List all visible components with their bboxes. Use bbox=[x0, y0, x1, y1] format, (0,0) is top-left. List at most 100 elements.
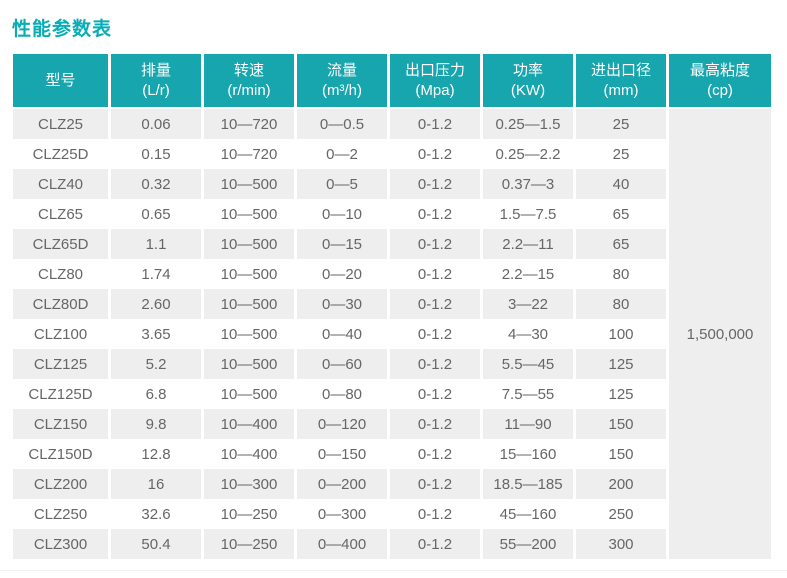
value-cell: 0-1.2 bbox=[390, 439, 480, 469]
value-cell: 3—22 bbox=[483, 289, 573, 319]
table-row: CLZ300 50.4 10—250 0—400 0-1.2 55—200 300 bbox=[13, 529, 771, 559]
col-header-label: 功率 bbox=[512, 62, 543, 79]
value-cell: 5.2 bbox=[111, 349, 201, 379]
value-cell: 0-1.2 bbox=[390, 199, 480, 229]
col-header-power: 功率 (KW) bbox=[483, 54, 573, 109]
model-cell: CLZ40 bbox=[13, 169, 108, 199]
value-cell: 55—200 bbox=[483, 529, 573, 559]
value-cell: 0.65 bbox=[111, 199, 201, 229]
value-cell: 10—250 bbox=[204, 499, 294, 529]
value-cell: 50.4 bbox=[111, 529, 201, 559]
value-cell: 0—300 bbox=[297, 499, 387, 529]
col-header-flow: 流量 (m³/h) bbox=[297, 54, 387, 109]
value-cell: 10—720 bbox=[204, 139, 294, 169]
model-cell: CLZ80 bbox=[13, 259, 108, 289]
table-row: CLZ100 3.65 10—500 0—40 0-1.2 4—30 100 bbox=[13, 319, 771, 349]
table-row: CLZ200 16 10—300 0—200 0-1.2 18.5—185 200 bbox=[13, 469, 771, 499]
col-header-unit: (m³/h) bbox=[322, 81, 362, 99]
value-cell: 0-1.2 bbox=[390, 499, 480, 529]
value-cell: 7.5—55 bbox=[483, 379, 573, 409]
col-header-label: 转速 bbox=[233, 62, 264, 79]
model-cell: CLZ80D bbox=[13, 289, 108, 319]
value-cell: 0-1.2 bbox=[390, 379, 480, 409]
value-cell: 100 bbox=[576, 319, 666, 349]
table-body: CLZ25 0.06 10—720 0—0.5 0-1.2 0.25—1.5 25 1,500… bbox=[13, 109, 771, 559]
value-cell: 10—300 bbox=[204, 469, 294, 499]
value-cell: 10—720 bbox=[204, 109, 294, 139]
table-row: CLZ250 32.6 10—250 0—300 0-1.2 45—160 250 bbox=[13, 499, 771, 529]
value-cell: 2.60 bbox=[111, 289, 201, 319]
value-cell: 10—500 bbox=[204, 199, 294, 229]
value-cell: 125 bbox=[576, 349, 666, 379]
page-title: 性能参数表 bbox=[12, 19, 113, 40]
table-row: CLZ125 5.2 10—500 0—60 0-1.2 5.5—45 125 bbox=[13, 349, 771, 379]
value-cell: 15—160 bbox=[483, 439, 573, 469]
col-header-label: 出口压力 bbox=[404, 62, 465, 79]
value-cell: 3.65 bbox=[111, 319, 201, 349]
col-header-model: 型号 bbox=[13, 54, 108, 109]
col-header-label: 型号 bbox=[45, 71, 76, 89]
max-viscosity-merged-cell: 1,500,000 bbox=[669, 109, 771, 559]
value-cell: 9.8 bbox=[111, 409, 201, 439]
value-cell: 0-1.2 bbox=[390, 259, 480, 289]
value-cell: 0-1.2 bbox=[390, 139, 480, 169]
value-cell: 300 bbox=[576, 529, 666, 559]
col-header-outlet-pressure: 出口压力 (Mpa) bbox=[390, 54, 480, 109]
value-cell: 0—40 bbox=[297, 319, 387, 349]
value-cell: 0-1.2 bbox=[390, 529, 480, 559]
value-cell: 0.37—3 bbox=[483, 169, 573, 199]
value-cell: 0-1.2 bbox=[390, 409, 480, 439]
table-row: CLZ125D 6.8 10—500 0—80 0-1.2 7.5—55 125 bbox=[13, 379, 771, 409]
value-cell: 45—160 bbox=[483, 499, 573, 529]
value-cell: 125 bbox=[576, 379, 666, 409]
table-row: CLZ150D 12.8 10—400 0—150 0-1.2 15—160 150 bbox=[13, 439, 771, 469]
value-cell: 200 bbox=[576, 469, 666, 499]
value-cell: 0—60 bbox=[297, 349, 387, 379]
col-header-port-diameter: 进出口径 (mm) bbox=[576, 54, 666, 109]
model-cell: CLZ65D bbox=[13, 229, 108, 259]
value-cell: 0—200 bbox=[297, 469, 387, 499]
value-cell: 0-1.2 bbox=[390, 109, 480, 139]
model-cell: CLZ100 bbox=[13, 319, 108, 349]
value-cell: 0—20 bbox=[297, 259, 387, 289]
value-cell: 11—90 bbox=[483, 409, 573, 439]
value-cell: 4—30 bbox=[483, 319, 573, 349]
value-cell: 18.5—185 bbox=[483, 469, 573, 499]
value-cell: 0—400 bbox=[297, 529, 387, 559]
model-cell: CLZ200 bbox=[13, 469, 108, 499]
value-cell: 0—150 bbox=[297, 439, 387, 469]
value-cell: 80 bbox=[576, 289, 666, 319]
value-cell: 2.2—11 bbox=[483, 229, 573, 259]
table-row: CLZ150 9.8 10—400 0—120 0-1.2 11—90 150 bbox=[13, 409, 771, 439]
model-cell: CLZ300 bbox=[13, 529, 108, 559]
col-header-label: 流量 bbox=[326, 62, 357, 79]
value-cell: 10—500 bbox=[204, 259, 294, 289]
value-cell: 150 bbox=[576, 409, 666, 439]
value-cell: 10—400 bbox=[204, 439, 294, 469]
value-cell: 0.25—1.5 bbox=[483, 109, 573, 139]
col-header-unit: (Mpa) bbox=[415, 81, 455, 99]
value-cell: 0-1.2 bbox=[390, 349, 480, 379]
value-cell: 0—120 bbox=[297, 409, 387, 439]
value-cell: 1.74 bbox=[111, 259, 201, 289]
model-cell: CLZ150 bbox=[13, 409, 108, 439]
value-cell: 0.25—2.2 bbox=[483, 139, 573, 169]
value-cell: 0—2 bbox=[297, 139, 387, 169]
table-row: CLZ40 0.32 10—500 0—5 0-1.2 0.37—3 40 bbox=[13, 169, 771, 199]
value-cell: 2.2—15 bbox=[483, 259, 573, 289]
value-cell: 25 bbox=[576, 109, 666, 139]
value-cell: 250 bbox=[576, 499, 666, 529]
table-row: CLZ25D 0.15 10—720 0—2 0-1.2 0.25—2.2 25 bbox=[13, 139, 771, 169]
value-cell: 0-1.2 bbox=[390, 169, 480, 199]
value-cell: 5.5—45 bbox=[483, 349, 573, 379]
value-cell: 0-1.2 bbox=[390, 319, 480, 349]
value-cell: 10—400 bbox=[204, 409, 294, 439]
col-header-unit: (cp) bbox=[707, 81, 733, 99]
model-cell: CLZ125D bbox=[13, 379, 108, 409]
value-cell: 0—80 bbox=[297, 379, 387, 409]
value-cell: 40 bbox=[576, 169, 666, 199]
value-cell: 10—250 bbox=[204, 529, 294, 559]
col-header-unit: (r/min) bbox=[227, 81, 271, 99]
value-cell: 0.06 bbox=[111, 109, 201, 139]
value-cell: 0—15 bbox=[297, 229, 387, 259]
